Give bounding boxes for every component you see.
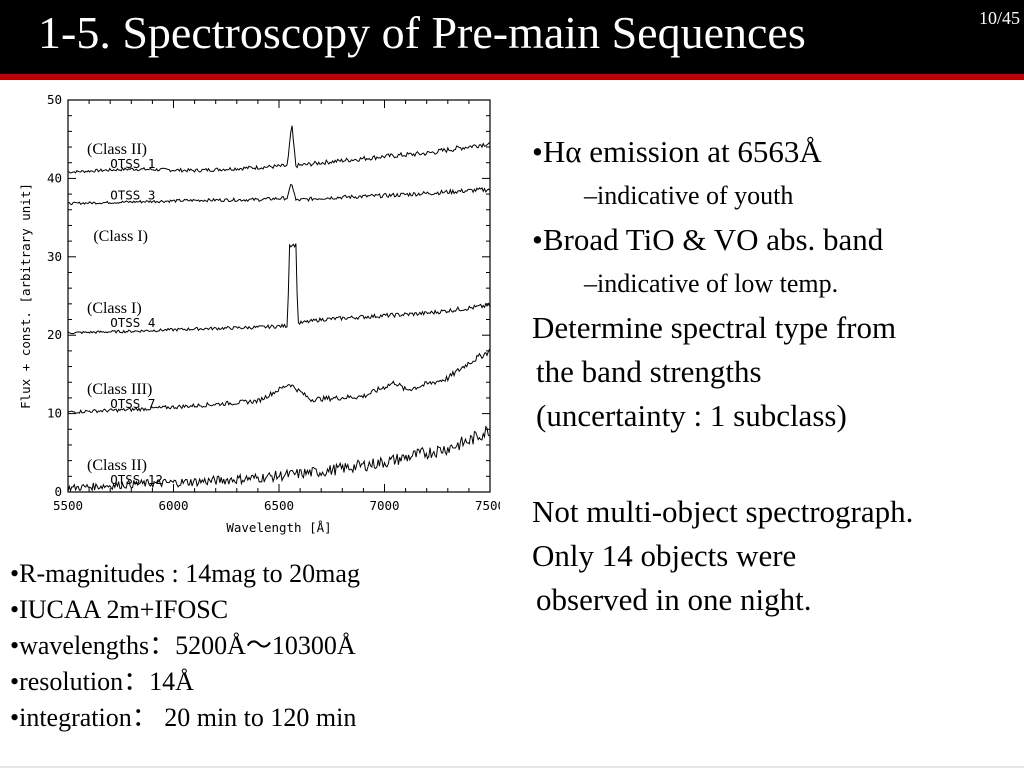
sub-youth: –indicative of youth — [584, 181, 794, 210]
right-text: •Hα emission at 6563Å –indicative of you… — [532, 130, 913, 622]
bullet-integration: •integration： 20 min to 120 min — [10, 703, 357, 732]
x-tick-label: 6500 — [264, 498, 294, 513]
class-label: (Class II) — [87, 457, 147, 474]
x-tick-label: 7000 — [369, 498, 399, 513]
y-axis-label: Flux + const. [arbitrary unit] — [18, 183, 33, 409]
sub-low-temp: –indicative of low temp. — [584, 269, 839, 298]
page-number: 10/45 — [978, 8, 1020, 28]
y-tick-label: 50 — [47, 92, 62, 107]
x-axis-label: Wavelength [Å] — [226, 520, 331, 535]
y-tick-label: 20 — [47, 327, 62, 342]
paragraph-observation-line1: Not multi-object spectrograph. — [532, 494, 914, 529]
series-label: OTSS 7 — [110, 396, 155, 411]
title-underline — [0, 74, 1024, 80]
paragraph-observation-line2: Only 14 objects were — [532, 538, 797, 573]
bullet-wavelengths: •wavelengths：5200Å～10300Å — [10, 631, 356, 660]
observation-details: •R-magnitudes : 14mag to 20mag •IUCAA 2m… — [10, 556, 360, 736]
series-label: OTSS 4 — [110, 315, 155, 330]
y-tick-label: 10 — [47, 406, 62, 421]
x-tick-label: 6000 — [158, 498, 188, 513]
class-label: (Class I) — [87, 300, 142, 317]
series-label: OTSS 3 — [110, 187, 155, 202]
y-tick-label: 0 — [54, 484, 62, 499]
paragraph-spectral-type-line2: the band strengths — [536, 354, 762, 389]
spectrum-line — [67, 425, 490, 493]
class-label: (Class III) — [87, 381, 152, 398]
spectrum-line — [67, 243, 491, 335]
class-label: (Class I) — [93, 228, 148, 245]
y-tick-label: 40 — [47, 170, 62, 185]
paragraph-spectral-type-line3: (uncertainty : 1 subclass) — [536, 398, 847, 433]
spectrum-line — [67, 348, 491, 414]
paragraph-observation-line3: observed in one night. — [536, 582, 812, 617]
class-label: (Class II) — [87, 141, 147, 158]
spectrum-line — [67, 183, 490, 206]
series-label: OTSS 1 — [110, 156, 155, 171]
x-tick-label: 5500 — [53, 498, 83, 513]
bottom-rule — [0, 766, 1024, 768]
bullet-halpha: •Hα emission at 6563Å — [532, 134, 822, 169]
paragraph-spectral-type-line1: Determine spectral type from — [532, 310, 897, 345]
slide-title: 1-5. Spectroscopy of Pre-main Sequences — [38, 7, 806, 58]
bullet-telescope: •IUCAA 2m+IFOSC — [10, 595, 229, 624]
bullet-tio-vo: •Broad TiO & VO abs. band — [532, 222, 884, 257]
y-tick-label: 30 — [47, 249, 62, 264]
series-label: OTSS 12 — [110, 472, 163, 487]
bullet-r-magnitudes: •R-magnitudes : 14mag to 20mag — [10, 559, 360, 588]
bullet-resolution: •resolution：14Å — [10, 667, 194, 696]
title-bar: 1-5. Spectroscopy of Pre-main Sequences … — [0, 0, 1024, 74]
spectrum-line — [67, 125, 490, 174]
